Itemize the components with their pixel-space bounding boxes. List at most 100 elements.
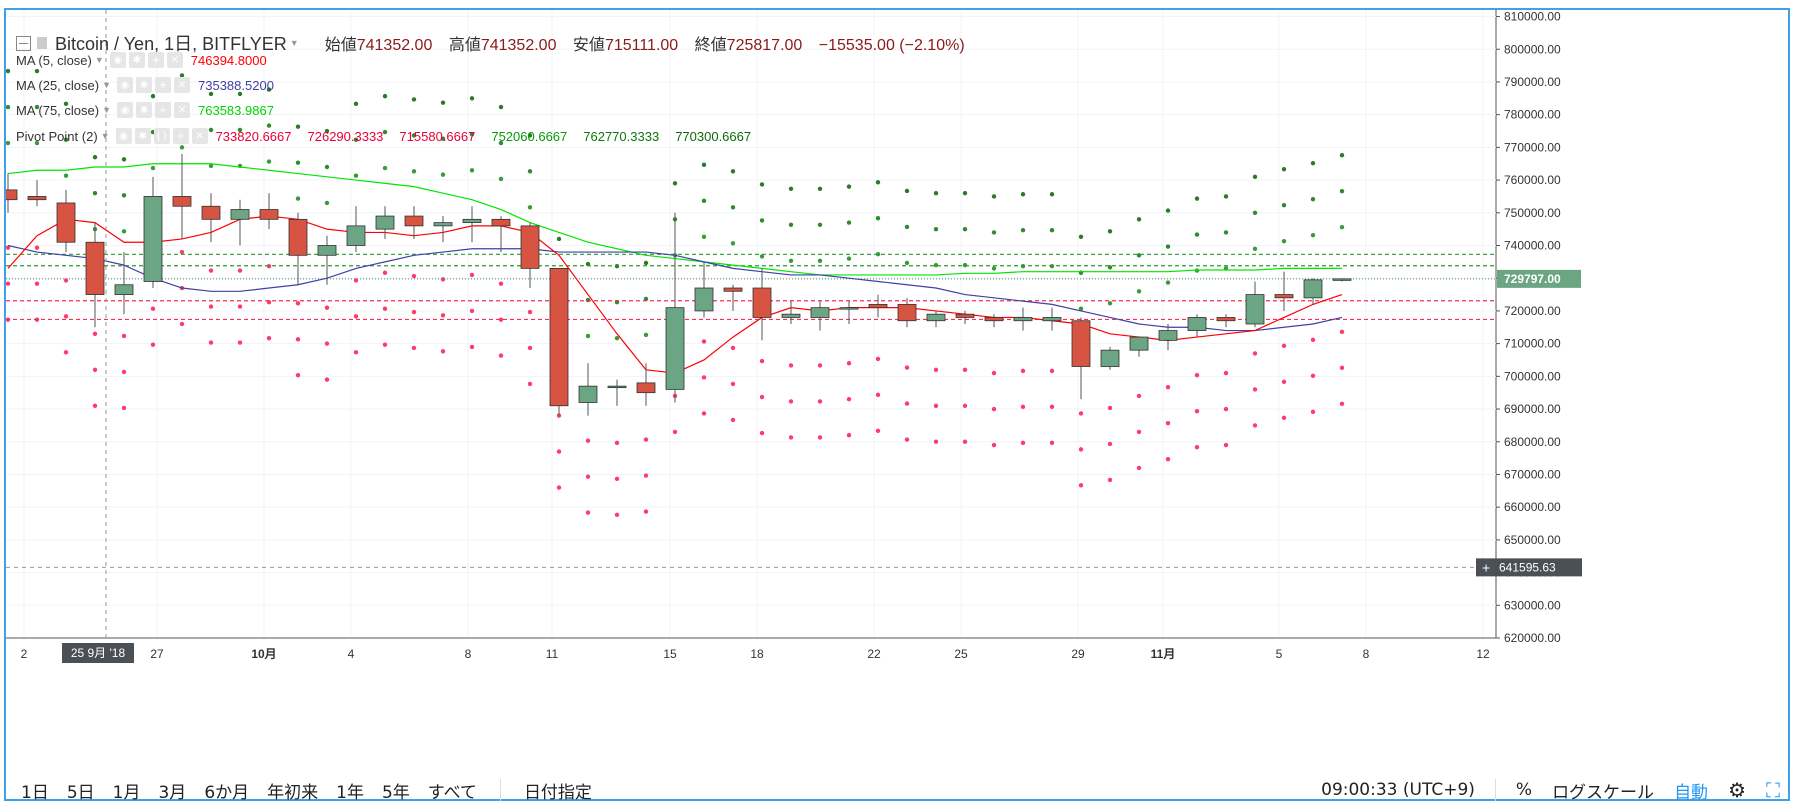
gear-icon[interactable]: ✱ bbox=[136, 77, 153, 93]
gear-icon[interactable]: ✱ bbox=[136, 102, 153, 118]
candle-body[interactable] bbox=[317, 245, 337, 256]
candle-body[interactable] bbox=[520, 225, 540, 269]
eye-icon[interactable]: ◉ bbox=[115, 128, 132, 144]
candle-body[interactable] bbox=[636, 382, 656, 394]
candle-body[interactable] bbox=[897, 303, 917, 322]
ma5-label[interactable]: MA (5, close) bbox=[16, 52, 92, 68]
eye-icon[interactable]: ◉ bbox=[117, 77, 134, 93]
close-icon[interactable]: ✕ bbox=[174, 77, 191, 93]
candle-body[interactable] bbox=[375, 215, 395, 230]
log-scale-toggle[interactable]: ログスケール bbox=[1552, 782, 1655, 803]
pivot-dot bbox=[933, 262, 939, 268]
candle-body[interactable] bbox=[1303, 279, 1323, 299]
chevron-down-icon[interactable]: ▼ bbox=[102, 105, 112, 115]
candle-body[interactable] bbox=[462, 218, 482, 224]
ma75-label[interactable]: MA (75, close) bbox=[16, 102, 100, 118]
candle-body[interactable] bbox=[201, 205, 221, 220]
candle-body[interactable] bbox=[143, 196, 163, 282]
candle-body[interactable] bbox=[1158, 330, 1178, 341]
candle-body[interactable] bbox=[549, 267, 569, 407]
candle-body[interactable] bbox=[346, 225, 366, 246]
candle-body[interactable] bbox=[752, 287, 772, 318]
candle-body[interactable] bbox=[27, 196, 47, 201]
candle-body[interactable] bbox=[839, 307, 859, 310]
candle-body[interactable] bbox=[578, 385, 598, 403]
range-ytd[interactable]: 年初来 bbox=[267, 782, 319, 803]
candle-body[interactable] bbox=[6, 189, 18, 201]
chevron-down-icon[interactable]: ▼ bbox=[100, 131, 110, 141]
candle-body[interactable] bbox=[955, 313, 975, 318]
pivot-dot bbox=[6, 104, 11, 110]
candle-body[interactable] bbox=[85, 241, 105, 295]
candle-body[interactable] bbox=[810, 307, 830, 318]
range-5d[interactable]: 5日 bbox=[66, 782, 95, 803]
plus-icon[interactable]: + bbox=[155, 102, 172, 118]
candle-body[interactable] bbox=[259, 209, 279, 220]
pivot-dot bbox=[730, 169, 736, 174]
candle-body[interactable] bbox=[1100, 349, 1120, 367]
flag-icon[interactable] bbox=[37, 37, 47, 49]
candle-body[interactable] bbox=[1071, 320, 1091, 367]
chevron-down-icon[interactable]: ▼ bbox=[289, 38, 299, 48]
candle-body[interactable] bbox=[665, 307, 685, 390]
candle-body[interactable] bbox=[694, 287, 714, 312]
candle-body[interactable] bbox=[288, 218, 308, 256]
symbol-legend: Bitcoin / Yen, 1日, BITFLYER ▼ 始値741352.0… bbox=[16, 30, 977, 56]
pivot-label[interactable]: Pivot Point (2) bbox=[16, 128, 98, 144]
eye-icon[interactable]: ◉ bbox=[117, 102, 134, 118]
plus-icon[interactable]: + bbox=[147, 52, 164, 68]
close-icon[interactable]: ✕ bbox=[166, 52, 183, 68]
chevron-down-icon[interactable]: ▼ bbox=[102, 80, 112, 90]
ma25-label[interactable]: MA (25, close) bbox=[16, 77, 100, 93]
gear-icon[interactable]: ✱ bbox=[128, 52, 145, 68]
close-icon[interactable]: ✕ bbox=[174, 102, 191, 118]
candle-body[interactable] bbox=[433, 222, 453, 227]
candle-body[interactable] bbox=[607, 385, 627, 389]
candle-body[interactable] bbox=[723, 287, 743, 292]
candle-body[interactable] bbox=[491, 218, 511, 227]
clock-readout[interactable]: 09:00:33 (UTC+9) bbox=[1321, 780, 1475, 800]
candle-body[interactable] bbox=[230, 209, 250, 220]
candle-body[interactable] bbox=[926, 313, 946, 322]
candle-body[interactable] bbox=[1013, 317, 1033, 322]
candle-body[interactable] bbox=[984, 317, 1004, 322]
candle-body[interactable] bbox=[56, 202, 76, 243]
collapse-icon[interactable] bbox=[16, 35, 31, 51]
auto-scale-toggle[interactable]: 自動 bbox=[1674, 782, 1709, 803]
pivot-dot bbox=[440, 100, 446, 105]
candle-body[interactable] bbox=[172, 196, 192, 207]
range-6m[interactable]: 6か月 bbox=[204, 782, 250, 803]
fullscreen-icon[interactable]: ⛶ bbox=[1766, 778, 1780, 802]
eye-icon[interactable]: ◉ bbox=[109, 52, 126, 68]
gear-icon[interactable]: ⚙ bbox=[1728, 778, 1746, 802]
candle-body[interactable] bbox=[1332, 278, 1352, 281]
range-3m[interactable]: 3月 bbox=[158, 782, 187, 803]
goto-date-button[interactable]: 日付指定 bbox=[523, 782, 592, 803]
price-chart[interactable]: 810000.00 800000.00 790000.00 780000.00 7700… bbox=[6, 10, 1788, 762]
range-1y[interactable]: 1年 bbox=[336, 782, 364, 803]
candle-body[interactable] bbox=[1216, 317, 1236, 322]
plus-icon[interactable]: + bbox=[172, 128, 189, 144]
range-5y[interactable]: 5年 bbox=[381, 782, 410, 803]
candle-body[interactable] bbox=[1187, 317, 1207, 331]
candle-body[interactable] bbox=[781, 313, 801, 318]
candle-body[interactable] bbox=[868, 303, 888, 309]
chevron-down-icon[interactable]: ▼ bbox=[94, 55, 104, 65]
percent-scale-toggle[interactable]: % bbox=[1515, 780, 1533, 800]
pivot-dot bbox=[469, 168, 475, 173]
candle-body[interactable] bbox=[1129, 336, 1149, 351]
candle-body[interactable] bbox=[1274, 294, 1294, 299]
close-icon[interactable]: ✕ bbox=[191, 128, 208, 144]
candle-body[interactable] bbox=[1245, 294, 1265, 325]
range-all[interactable]: すべて bbox=[427, 782, 477, 803]
candle-body[interactable] bbox=[404, 215, 424, 227]
gear-icon[interactable]: ✱ bbox=[134, 128, 151, 144]
braces-icon[interactable]: {} bbox=[153, 128, 170, 144]
plus-icon[interactable]: + bbox=[155, 77, 172, 93]
candle-body[interactable] bbox=[1042, 317, 1062, 322]
range-1m[interactable]: 1月 bbox=[112, 782, 141, 803]
candle-body[interactable] bbox=[114, 284, 134, 295]
symbol-title[interactable]: Bitcoin / Yen, 1日, BITFLYER bbox=[55, 34, 287, 54]
pivot-dot bbox=[34, 104, 40, 110]
range-1d[interactable]: 1日 bbox=[21, 782, 49, 803]
